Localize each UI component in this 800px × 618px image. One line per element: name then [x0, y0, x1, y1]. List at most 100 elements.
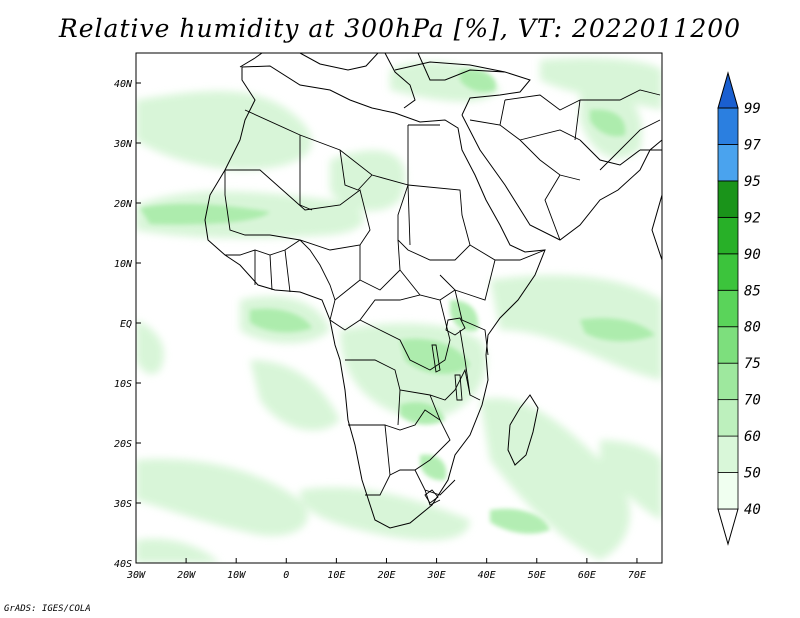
- y-tick-label: 20S: [114, 439, 132, 450]
- y-tick-label: 30N: [113, 139, 133, 150]
- x-tick-label: 10E: [327, 570, 345, 581]
- coastlines: [204, 53, 662, 529]
- x-tick-label: 20W: [177, 570, 196, 581]
- border: [459, 329, 471, 396]
- humidity-shading: [136, 58, 662, 563]
- x-tick-label: 40E: [478, 570, 496, 581]
- humidity-band: [540, 58, 662, 110]
- map-frame: [135, 52, 663, 564]
- country-borders: [224, 89, 661, 506]
- x-tick-label: 20E: [377, 570, 395, 581]
- black-sea-coast: [394, 61, 506, 73]
- border: [348, 409, 451, 496]
- y-tick-label: 20N: [114, 199, 133, 210]
- grads-credit: GrADS: IGES/COLA: [4, 604, 91, 614]
- humidity-band: [136, 320, 164, 375]
- colorbar-label: 92: [744, 210, 761, 226]
- y-tick-label: EQ: [120, 319, 132, 330]
- colorbar-label: 70: [744, 393, 761, 409]
- lake-malawi: [454, 374, 463, 401]
- humidity-band: [136, 91, 312, 170]
- x-tick-label: 30W: [126, 570, 146, 581]
- x-axis: 30W 20W 10W 0 10E 20E 30E 40E 50E 60E 70E: [126, 558, 646, 581]
- chart-title: Relative humidity at 300hPa [%], VT: 202…: [58, 14, 742, 43]
- colorbar-segment: [717, 362, 739, 401]
- border: [439, 244, 546, 301]
- border: [345, 359, 481, 401]
- lake-victoria: [445, 317, 466, 336]
- colorbar-segment: [717, 253, 739, 291]
- colorbar-label: 80: [744, 320, 761, 336]
- border: [225, 239, 336, 301]
- humidity-core: [450, 300, 479, 332]
- border: [414, 469, 456, 506]
- humidity-core: [140, 203, 270, 225]
- colorbar-high-arrow: [717, 71, 739, 109]
- border: [469, 99, 581, 241]
- colorbar-segment: [717, 289, 739, 328]
- humidity-band: [300, 487, 470, 541]
- humidity-band: [600, 440, 662, 520]
- x-tick-label: 0: [283, 570, 289, 581]
- x-tick-label: 50E: [528, 570, 546, 581]
- border: [329, 245, 456, 331]
- humidity-band: [136, 459, 308, 536]
- humidity-core: [400, 338, 470, 375]
- india-coastline: [651, 194, 662, 261]
- colorbar-segment: [717, 326, 739, 364]
- y-axis: 40N 30N 20N 10N EQ 10S 20S 30S 40S: [113, 79, 141, 570]
- humidity-core: [490, 508, 550, 534]
- colorbar-label: 95: [744, 174, 761, 190]
- x-tick-label: 60E: [578, 570, 596, 581]
- colorbar-label: 60: [744, 429, 761, 445]
- border: [359, 239, 421, 296]
- colorbar-segment: [717, 435, 739, 473]
- humidity-band: [480, 398, 630, 560]
- colorbar-low-arrow: [717, 508, 739, 546]
- y-tick-label: 40S: [114, 559, 132, 570]
- madagascar-coastline: [507, 394, 539, 466]
- colorbar-label: 50: [744, 466, 761, 482]
- colorbar-segment: [717, 180, 739, 218]
- humidity-core: [420, 454, 447, 481]
- humidity-core: [580, 318, 655, 342]
- colorbar-label: 99: [744, 101, 761, 117]
- humidity-core: [460, 69, 496, 92]
- border: [397, 389, 441, 426]
- humidity-band: [490, 275, 662, 380]
- colorbar-segment: [717, 144, 739, 182]
- humidity-band: [330, 150, 406, 211]
- humidity-band: [136, 538, 220, 563]
- africa-coastline: [204, 65, 546, 529]
- colorbar-label: 40: [744, 502, 761, 518]
- border: [224, 169, 371, 251]
- colorbar-segment: [717, 472, 739, 510]
- persian-gulf: [579, 139, 662, 166]
- x-tick-label: 10W: [227, 570, 246, 581]
- border: [424, 489, 439, 504]
- colorbar: 40 50 60 70 75 80 85 90 92 95 97 99: [717, 71, 761, 546]
- lake-tanganyika: [431, 344, 441, 373]
- x-tick-label: 30E: [427, 570, 446, 581]
- colorbar-segment: [717, 107, 739, 145]
- border: [454, 289, 489, 356]
- humidity-band: [250, 360, 340, 431]
- colorbar-segment: [717, 216, 739, 255]
- arabia-coastline: [461, 114, 662, 241]
- colorbar-label: 75: [744, 356, 761, 372]
- border: [574, 89, 661, 171]
- y-tick-label: 40N: [114, 79, 133, 90]
- y-tick-label: 30S: [113, 499, 132, 510]
- humidity-core: [250, 308, 312, 333]
- humidity-core: [590, 109, 626, 137]
- europe-coastline: [239, 53, 531, 116]
- colorbar-label: 90: [744, 247, 761, 263]
- y-tick-label: 10S: [114, 379, 132, 390]
- border: [397, 184, 471, 261]
- y-tick-label: 10N: [114, 259, 133, 270]
- border: [504, 94, 581, 111]
- x-tick-label: 70E: [628, 570, 646, 581]
- colorbar-segment: [717, 399, 739, 437]
- colorbar-label: 85: [744, 283, 761, 299]
